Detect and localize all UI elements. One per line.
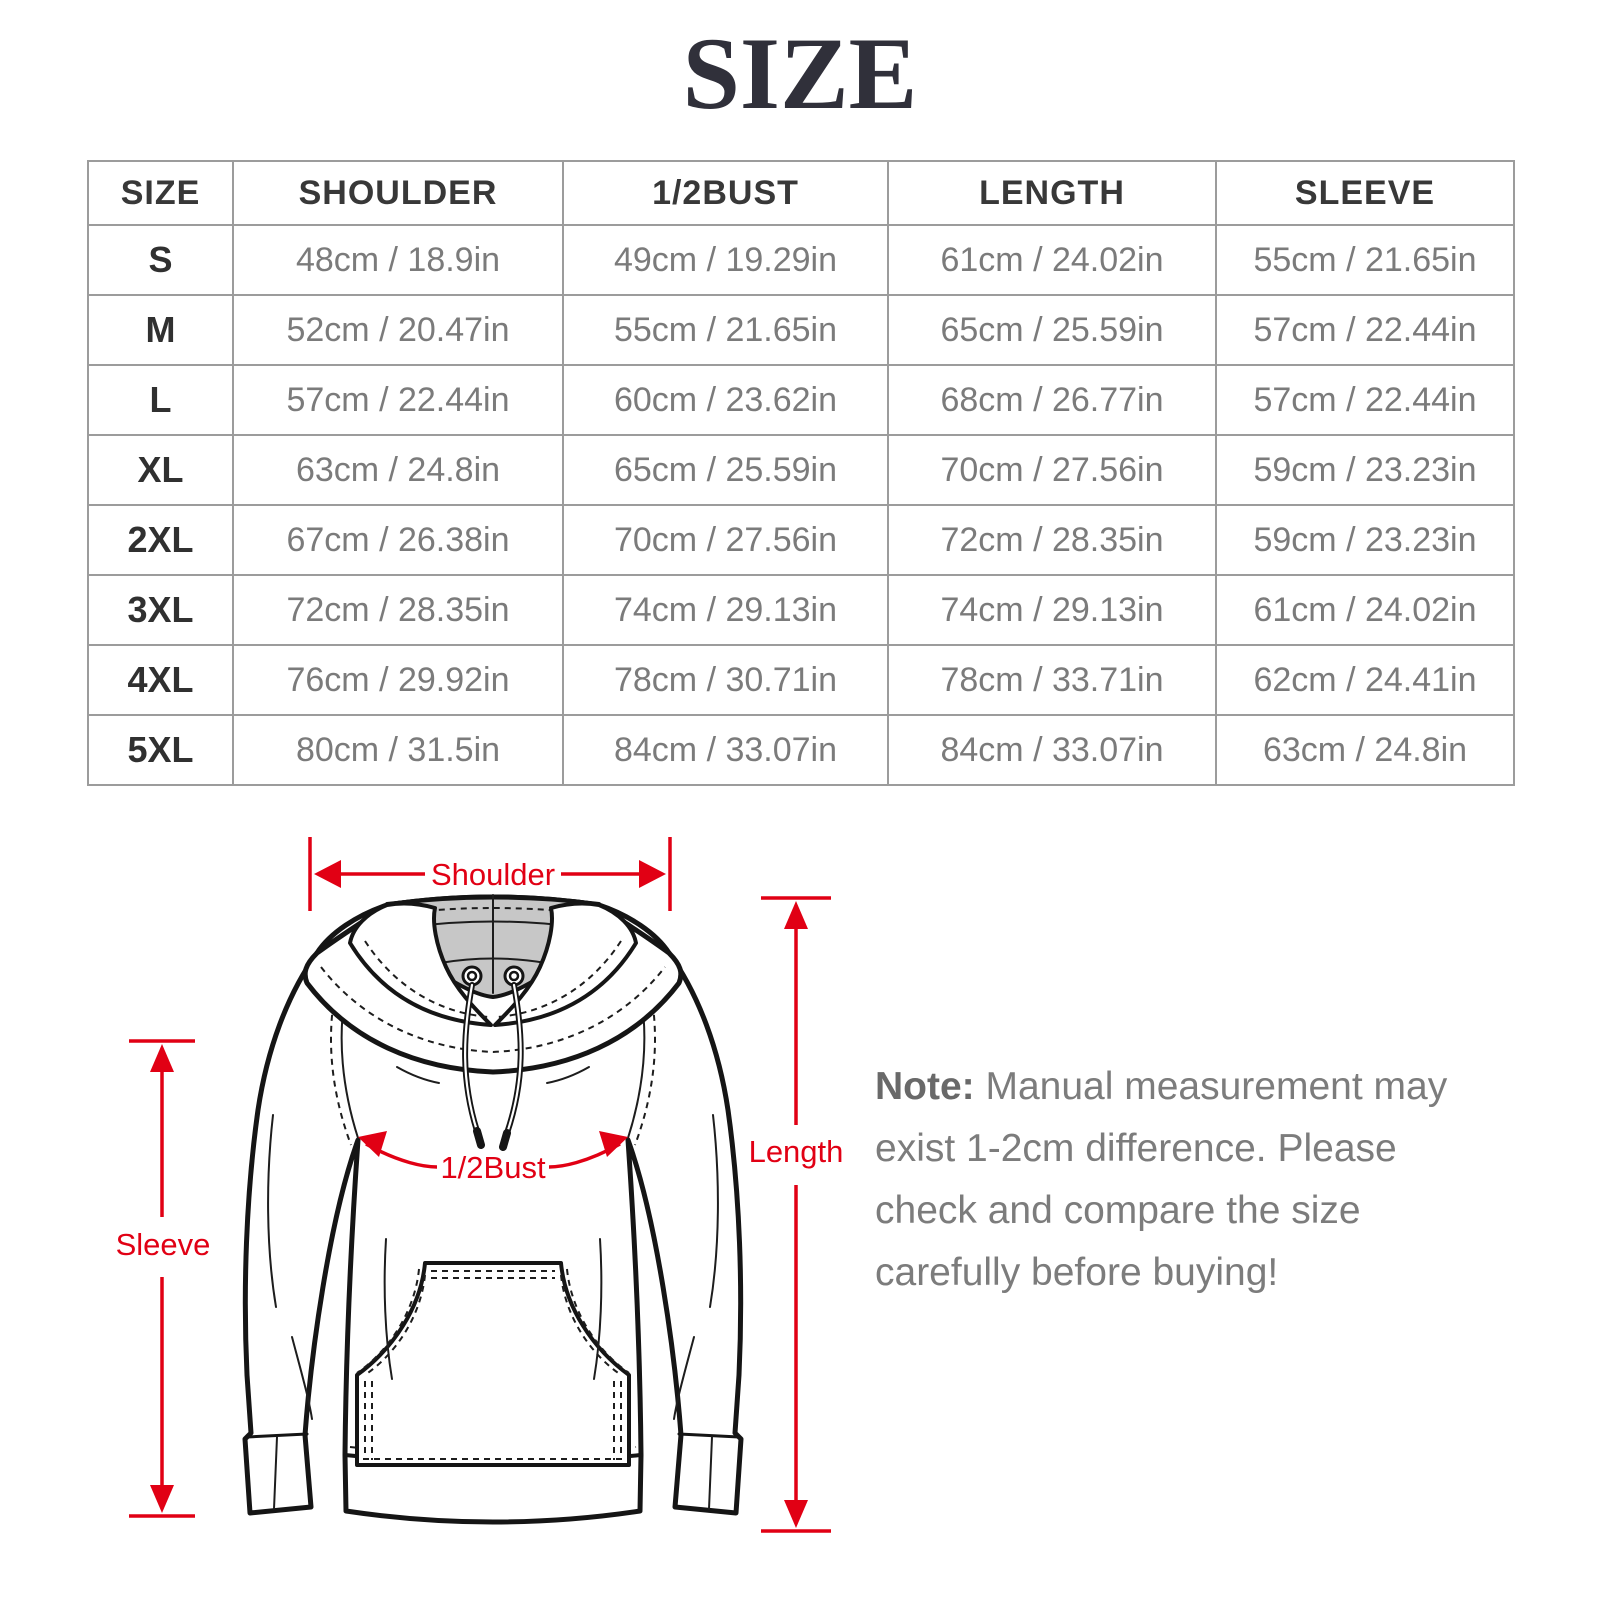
note-label: Note:	[875, 1065, 975, 1108]
cell-sleeve: 57cm / 22.44in	[1215, 364, 1515, 436]
cell-shoulder: 72cm / 28.35in	[232, 574, 564, 646]
table-row: 3XL 72cm / 28.35in 74cm / 29.13in 74cm /…	[87, 574, 1515, 646]
cell-sleeve: 61cm / 24.02in	[1215, 574, 1515, 646]
column-header-shoulder: SHOULDER	[232, 160, 564, 226]
cell-bust: 78cm / 30.71in	[562, 644, 889, 716]
cell-bust: 55cm / 21.65in	[562, 294, 889, 366]
cell-shoulder: 80cm / 31.5in	[232, 714, 564, 786]
hoodie-drawing	[242, 894, 744, 1525]
sleeve-label: Sleeve	[116, 1227, 211, 1262]
table-header-row: SIZE SHOULDER 1/2BUST LENGTH SLEEVE	[87, 160, 1515, 226]
table-row: XL 63cm / 24.8in 65cm / 25.59in 70cm / 2…	[87, 434, 1515, 506]
table-row: M 52cm / 20.47in 55cm / 21.65in 65cm / 2…	[87, 294, 1515, 366]
column-header-sleeve: SLEEVE	[1215, 160, 1515, 226]
row-size-label: 5XL	[87, 714, 234, 786]
cell-sleeve: 55cm / 21.65in	[1215, 224, 1515, 296]
cell-length: 78cm / 33.71in	[887, 644, 1217, 716]
cell-shoulder: 52cm / 20.47in	[232, 294, 564, 366]
bust-label: 1/2Bust	[440, 1150, 546, 1185]
note-line-text: Manual measurement may	[985, 1065, 1448, 1108]
drawstrings	[462, 982, 524, 1151]
column-header-bust: 1/2BUST	[562, 160, 889, 226]
cell-shoulder: 57cm / 22.44in	[232, 364, 564, 436]
cell-sleeve: 57cm / 22.44in	[1215, 294, 1515, 366]
shoulder-arrow: Shoulder	[308, 837, 672, 911]
note-line: Note: Manual measurement may	[875, 1056, 1495, 1118]
row-size-label: 3XL	[87, 574, 234, 646]
cell-bust: 74cm / 29.13in	[562, 574, 889, 646]
cell-bust: 60cm / 23.62in	[562, 364, 889, 436]
column-header-size: SIZE	[87, 160, 234, 226]
cell-sleeve: 59cm / 23.23in	[1215, 504, 1515, 576]
shoulder-label: Shoulder	[431, 857, 555, 892]
page-title: SIZE	[682, 17, 918, 131]
cell-bust: 84cm / 33.07in	[562, 714, 889, 786]
row-size-label: S	[87, 224, 234, 296]
cell-shoulder: 48cm / 18.9in	[232, 224, 564, 296]
row-size-label: 2XL	[87, 504, 234, 576]
table-row: 4XL 76cm / 29.92in 78cm / 30.71in 78cm /…	[87, 644, 1515, 716]
row-size-label: 4XL	[87, 644, 234, 716]
cell-sleeve: 59cm / 23.23in	[1215, 434, 1515, 506]
cell-sleeve: 63cm / 24.8in	[1215, 714, 1515, 786]
cell-shoulder: 76cm / 29.92in	[232, 644, 564, 716]
column-header-length: LENGTH	[887, 160, 1217, 226]
cell-shoulder: 63cm / 24.8in	[232, 434, 564, 506]
cell-bust: 70cm / 27.56in	[562, 504, 889, 576]
cell-length: 70cm / 27.56in	[887, 434, 1217, 506]
hoodie-measurement-diagram: Shoulder Sleeve Length	[95, 815, 855, 1560]
row-size-label: M	[87, 294, 234, 366]
bust-arrow: 1/2Bust	[358, 1131, 628, 1185]
length-arrow: Length	[749, 896, 844, 1533]
cell-bust: 65cm / 25.59in	[562, 434, 889, 506]
pocket	[355, 1261, 631, 1467]
note-text: Note: Manual measurement may exist 1-2cm…	[875, 1056, 1495, 1304]
cell-length: 84cm / 33.07in	[887, 714, 1217, 786]
table-row: 2XL 67cm / 26.38in 70cm / 27.56in 72cm /…	[87, 504, 1515, 576]
row-size-label: XL	[87, 434, 234, 506]
cell-shoulder: 67cm / 26.38in	[232, 504, 564, 576]
sleeve-arrow: Sleeve	[116, 1039, 211, 1518]
table-row: S 48cm / 18.9in 49cm / 19.29in 61cm / 24…	[87, 224, 1515, 296]
cell-length: 68cm / 26.77in	[887, 364, 1217, 436]
cell-bust: 49cm / 19.29in	[562, 224, 889, 296]
table-row: L 57cm / 22.44in 60cm / 23.62in 68cm / 2…	[87, 364, 1515, 436]
cell-length: 61cm / 24.02in	[887, 224, 1217, 296]
note-line: exist 1-2cm difference. Please	[875, 1127, 1397, 1170]
row-size-label: L	[87, 364, 234, 436]
note-line: check and compare the size	[875, 1189, 1361, 1232]
cell-sleeve: 62cm / 24.41in	[1215, 644, 1515, 716]
note-line: carefully before buying!	[875, 1251, 1279, 1294]
size-table: SIZE SHOULDER 1/2BUST LENGTH SLEEVE S 48…	[87, 160, 1515, 786]
cell-length: 65cm / 25.59in	[887, 294, 1217, 366]
length-label: Length	[749, 1134, 844, 1169]
table-row: 5XL 80cm / 31.5in 84cm / 33.07in 84cm / …	[87, 714, 1515, 786]
cell-length: 72cm / 28.35in	[887, 504, 1217, 576]
cell-length: 74cm / 29.13in	[887, 574, 1217, 646]
